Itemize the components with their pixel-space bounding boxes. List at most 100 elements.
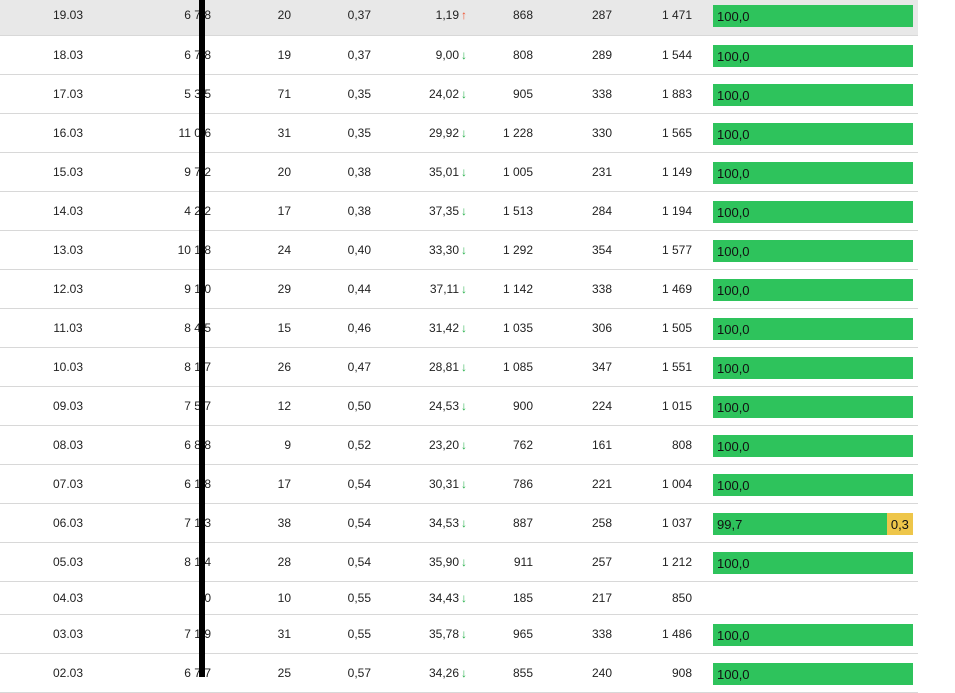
value-c-cell: 0,54 (347, 477, 371, 491)
bar-segment-good: 100,0 (713, 201, 913, 223)
value-f-cell: 161 (591, 438, 612, 452)
value-b-cell: 38 (277, 516, 291, 530)
percentage-bar: 100,0 (713, 5, 913, 27)
value-c-cell: 0,55 (347, 627, 371, 641)
value-d-cell: 35,78 ↓ (428, 627, 467, 641)
bar-segment-good: 100,0 (713, 552, 913, 574)
value-c-cell: 0,40 (347, 243, 371, 257)
value-c-cell: 0,46 (347, 321, 371, 335)
table-row[interactable]: 17.03 5 3 5 71 0,35 24,02 ↓ 905 338 1 883 100,0 (0, 75, 918, 114)
bar-segment-warn: 0,3 (886, 513, 913, 535)
bar-segment-good: 100,0 (713, 435, 913, 457)
bar-segment-good: 99,7 (713, 513, 887, 535)
table-row[interactable]: 04.03 0 10 0,55 34,43 ↓ 185 217 850 (0, 582, 918, 615)
table-row[interactable]: 19.03 6 7 8 20 0,37 1,19 ↑ 868 287 1 471 100,0 (0, 0, 918, 36)
arrow-down-icon: ↓ (461, 321, 467, 335)
arrow-down-icon: ↓ (461, 204, 467, 218)
value-b-cell: 12 (277, 399, 291, 413)
value-g-cell: 1 544 (661, 48, 692, 62)
arrow-down-icon: ↓ (461, 555, 467, 569)
percentage-bar: 100,0 (713, 396, 913, 418)
date-cell: 08.03 (52, 438, 84, 452)
arrow-down-icon: ↓ (461, 591, 467, 605)
percentage-bar: 100,0 (713, 279, 913, 301)
value-g-cell: 1 577 (661, 243, 692, 257)
arrow-down-icon: ↓ (461, 165, 467, 179)
percentage-bar: 100,0 (713, 357, 913, 379)
value-c-cell: 0,44 (347, 282, 371, 296)
table-row[interactable]: 08.03 6 8 8 9 0,52 23,20 ↓ 762 161 808 100,0 (0, 426, 918, 465)
table-row[interactable]: 11.03 8 4 5 15 0,46 31,42 ↓ 1 035 306 1 505 100,0 (0, 309, 918, 348)
value-b-cell: 28 (277, 555, 291, 569)
value-b-cell: 17 (277, 477, 291, 491)
value-e-cell: 786 (512, 477, 533, 491)
value-b-cell: 31 (277, 627, 291, 641)
table-row[interactable]: 02.03 6 7 7 25 0,57 34,26 ↓ 855 240 908 100,0 (0, 654, 918, 693)
table-row[interactable]: 18.03 6 7 8 19 0,37 9,00 ↓ 808 289 1 544 100,0 (0, 36, 918, 75)
value-e-cell: 868 (512, 8, 533, 22)
value-d-cell: 34,43 ↓ (428, 591, 467, 605)
table-row[interactable]: 12.03 9 1 0 29 0,44 37,11 ↓ 1 142 338 1 469 100,0 (0, 270, 918, 309)
table-row[interactable]: 10.03 8 1 7 26 0,47 28,81 ↓ 1 085 347 1 551 100,0 (0, 348, 918, 387)
bar-segment-good: 100,0 (713, 45, 913, 67)
value-e-cell: 887 (512, 516, 533, 530)
date-cell: 10.03 (52, 360, 84, 374)
value-g-cell: 1 015 (661, 399, 692, 413)
value-g-cell: 1 004 (661, 477, 692, 491)
value-f-cell: 284 (591, 204, 612, 218)
value-f-cell: 258 (591, 516, 612, 530)
percentage-bar: 100,0 (713, 162, 913, 184)
percentage-bar: 100,0 (713, 435, 913, 457)
value-d-cell: 29,92 ↓ (428, 126, 467, 140)
value-b-cell: 31 (277, 126, 291, 140)
percentage-bar: 100,0 (713, 123, 913, 145)
value-d-cell: 30,31 ↓ (428, 477, 467, 491)
value-g-cell: 1 486 (661, 627, 692, 641)
table-row[interactable]: 07.03 6 1 8 17 0,54 30,31 ↓ 786 221 1 004 100,0 (0, 465, 918, 504)
bar-segment-good: 100,0 (713, 624, 913, 646)
value-b-cell: 25 (277, 666, 291, 680)
table-row[interactable]: 13.03 10 1 8 24 0,40 33,30 ↓ 1 292 354 1 577 100,… (0, 231, 918, 270)
value-f-cell: 354 (591, 243, 612, 257)
value-g-cell: 1 505 (661, 321, 692, 335)
bar-segment-good: 100,0 (713, 5, 913, 27)
arrow-down-icon: ↓ (461, 126, 467, 140)
arrow-down-icon: ↓ (461, 516, 467, 530)
value-c-cell: 0,37 (347, 48, 371, 62)
table-row[interactable]: 09.03 7 5 7 12 0,50 24,53 ↓ 900 224 1 015 100,0 (0, 387, 918, 426)
value-c-cell: 0,47 (347, 360, 371, 374)
arrow-down-icon: ↓ (461, 438, 467, 452)
value-f-cell: 287 (591, 8, 612, 22)
bar-segment-good: 100,0 (713, 357, 913, 379)
table-row[interactable]: 14.03 4 2 2 17 0,38 37,35 ↓ 1 513 284 1 194 100,0 (0, 192, 918, 231)
value-f-cell: 231 (591, 165, 612, 179)
percentage-bar: 100,0 (713, 474, 913, 496)
value-e-cell: 1 292 (502, 243, 533, 257)
date-cell: 16.03 (52, 126, 84, 140)
table-row[interactable]: 05.03 8 1 4 28 0,54 35,90 ↓ 911 257 1 212 100,0 (0, 543, 918, 582)
date-cell: 05.03 (52, 555, 84, 569)
table-row[interactable]: 03.03 7 1 9 31 0,55 35,78 ↓ 965 338 1 486 100,0 (0, 615, 918, 654)
value-d-cell: 24,53 ↓ (428, 399, 467, 413)
value-g-cell: 850 (671, 591, 692, 605)
date-cell: 02.03 (52, 666, 84, 680)
percentage-bar: 100,0 (713, 552, 913, 574)
value-f-cell: 338 (591, 282, 612, 296)
value-b-cell: 71 (277, 87, 291, 101)
percentage-bar: 100,0 (713, 84, 913, 106)
value-g-cell: 908 (671, 666, 692, 680)
value-c-cell: 0,54 (347, 516, 371, 530)
percentage-bar: 100,0 (713, 663, 913, 685)
table-row[interactable]: 06.03 7 1 3 38 0,54 34,53 ↓ 887 258 1 037 99,7 0,3 (0, 504, 918, 543)
value-f-cell: 347 (591, 360, 612, 374)
value-e-cell: 185 (512, 591, 533, 605)
value-f-cell: 306 (591, 321, 612, 335)
date-cell: 09.03 (52, 399, 84, 413)
value-g-cell: 1 469 (661, 282, 692, 296)
table-row[interactable]: 16.03 11 0 6 31 0,35 29,92 ↓ 1 228 330 1 565 100,… (0, 114, 918, 153)
date-cell: 13.03 (52, 243, 84, 257)
value-e-cell: 1 142 (502, 282, 533, 296)
value-d-cell: 37,35 ↓ (428, 204, 467, 218)
table-row[interactable]: 15.03 9 7 2 20 0,38 35,01 ↓ 1 005 231 1 149 100,0 (0, 153, 918, 192)
value-b-cell: 24 (277, 243, 291, 257)
